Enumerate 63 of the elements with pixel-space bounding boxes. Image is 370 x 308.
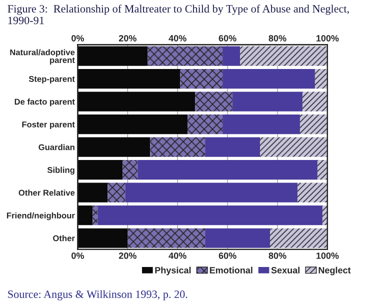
bar (222, 114, 300, 134)
x-tick-label: 40% (168, 252, 186, 259)
y-tick-label: De facto parent (14, 98, 75, 106)
bar (78, 182, 108, 202)
bar (78, 160, 123, 180)
x-tick-label: 0% (72, 252, 84, 259)
bar (314, 69, 328, 89)
y-tick-label: Other (53, 235, 75, 242)
x2-tick-label: 80% (268, 35, 286, 42)
bar (78, 114, 188, 134)
bar (188, 114, 223, 134)
bar (78, 46, 148, 66)
y-tick-label: Step-parent (28, 76, 75, 84)
bar (78, 137, 150, 157)
x-tick-label: 20% (118, 252, 136, 259)
x-tick-label: 80% (268, 252, 286, 259)
bar (205, 137, 260, 157)
legend-label: Physical (155, 266, 191, 276)
bar (138, 160, 318, 180)
bar (302, 92, 328, 112)
chart-title: Figure 3: Relationship of Maltreater to Child by Type of Abuse and Neglect, 1990-91 (8, 4, 349, 24)
bar (297, 182, 328, 202)
source-note: Source: Angus & Wilkinson 1993, p. 20. (8, 290, 188, 300)
bar (232, 92, 302, 112)
y-tick-label: Guardian (38, 144, 74, 150)
y-tick-label: Natural/adoptive parent (10, 49, 75, 65)
x-tick-label: 100% (316, 252, 339, 259)
y-tick-label: Foster parent (22, 122, 75, 130)
bar (78, 69, 180, 89)
y-tick-label: Other Relative (18, 190, 75, 196)
bar (260, 137, 328, 157)
x2-tick-label: 40% (168, 35, 186, 42)
bar (128, 228, 206, 248)
bar (78, 206, 93, 226)
y-tick-label: Sibling (47, 166, 74, 175)
x2-tick-label: 100% (316, 35, 339, 42)
bar (270, 228, 328, 248)
bar (98, 206, 322, 226)
bar (322, 206, 328, 226)
bar (222, 69, 315, 89)
bar (180, 69, 223, 89)
bar (300, 114, 328, 134)
bar (317, 160, 328, 180)
bar (240, 46, 328, 66)
bar (148, 46, 223, 66)
legend-label: Sexual (271, 266, 300, 274)
bar (78, 228, 128, 248)
bar (108, 182, 126, 202)
bar (222, 46, 240, 66)
bar (92, 206, 98, 226)
x2-tick-label: 20% (118, 35, 136, 42)
bar (122, 160, 138, 180)
bar (205, 228, 270, 248)
legend-label: Emotional (210, 266, 252, 274)
x-tick-label: 60% (218, 252, 236, 259)
x2-tick-label: 0% (72, 35, 84, 42)
y-tick-label: Friend/neighbour (6, 212, 75, 220)
bar (195, 92, 233, 112)
legend-label: Neglect (318, 266, 351, 276)
x2-tick-label: 60% (218, 35, 236, 42)
bar (125, 182, 298, 202)
bar (78, 92, 196, 112)
bar (150, 137, 206, 157)
